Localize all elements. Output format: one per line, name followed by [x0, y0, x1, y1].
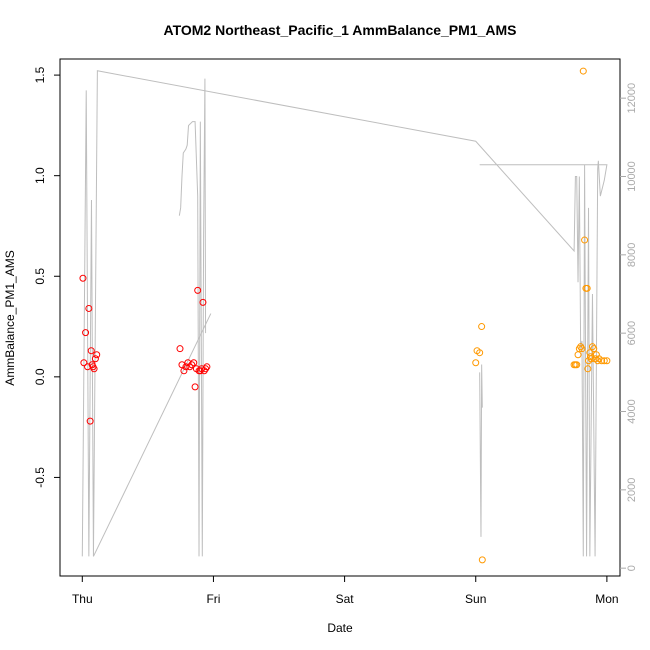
data-point-s1-10 — [577, 343, 585, 351]
data-point-s1-12 — [579, 67, 587, 75]
x-tick-label-4: Mon — [595, 592, 618, 606]
y2-tick-label-5: 10000 — [626, 161, 638, 192]
data-point-s0-12 — [176, 345, 184, 353]
data-point-s1-25 — [594, 357, 602, 365]
data-point-s0-11 — [93, 351, 101, 359]
y2-tick-label-4: 8000 — [626, 243, 638, 267]
data-point-s0-22 — [194, 286, 202, 294]
data-point-s0-28 — [202, 365, 210, 373]
x-axis-title: Date — [327, 621, 353, 635]
y-tick-label-0: -0.5 — [33, 467, 47, 488]
data-point-s0-19 — [190, 359, 198, 367]
data-point-s1-7 — [573, 361, 581, 369]
data-point-s0-6 — [87, 347, 95, 355]
data-point-s0-13 — [178, 361, 186, 369]
data-point-s0-4 — [85, 304, 93, 312]
data-point-s1-13 — [581, 236, 589, 244]
data-point-s1-9 — [575, 345, 583, 353]
y-axis-title: AmmBalance_PM1_AMS — [3, 250, 17, 385]
data-point-s0-17 — [186, 363, 194, 371]
data-point-s0-29 — [203, 363, 211, 371]
y2-tick-label-0: 0 — [626, 565, 638, 571]
data-point-s1-11 — [578, 345, 586, 353]
y-tick-label-2: 0.5 — [33, 268, 47, 285]
x-tick-label-3: Sun — [465, 592, 486, 606]
data-point-s0-10 — [91, 355, 99, 363]
data-point-s1-2 — [476, 349, 484, 357]
data-point-s0-20 — [191, 383, 199, 391]
data-point-s1-29 — [603, 357, 611, 365]
data-point-s0-15 — [182, 363, 190, 371]
data-point-s1-3 — [478, 323, 486, 331]
data-point-s1-22 — [590, 345, 598, 353]
y-axis: -0.5 0.0 0.5 1.0 1.5 — [33, 66, 60, 488]
x-axis: Thu Fri Sat Sun Mon — [72, 575, 619, 606]
x-tick-label-1: Fri — [206, 592, 220, 606]
scatter-points — [79, 67, 611, 564]
data-point-s1-21 — [588, 343, 596, 351]
y2-tick-label-1: 2000 — [626, 478, 638, 502]
data-point-s1-16 — [584, 365, 592, 373]
data-point-s1-27 — [598, 357, 606, 365]
x-tick-label-2: Sat — [336, 592, 355, 606]
right-axis: 0 2000 4000 6000 8000 10000 12000 — [620, 83, 638, 571]
data-point-s0-1 — [80, 359, 88, 367]
data-point-s1-4 — [478, 556, 486, 564]
data-point-s0-9 — [90, 365, 98, 373]
data-point-s0-26 — [199, 298, 207, 306]
series-line-2 — [81, 70, 608, 557]
series-line-3 — [92, 313, 212, 557]
data-point-s0-14 — [180, 367, 188, 375]
data-point-s0-0 — [79, 274, 87, 282]
data-point-s1-28 — [600, 357, 608, 365]
series-line-5 — [479, 364, 483, 537]
chart-title: ATOM2 Northeast_Pacific_1 AmmBalance_PM1… — [164, 22, 517, 38]
data-point-s1-0 — [472, 359, 480, 367]
data-point-s0-2 — [82, 329, 90, 337]
y-tick-label-4: 1.5 — [33, 66, 47, 83]
x-tick-label-0: Thu — [72, 592, 93, 606]
data-point-s1-15 — [583, 284, 591, 292]
y2-tick-label-3: 6000 — [626, 321, 638, 345]
y2-tick-label-6: 12000 — [626, 83, 638, 114]
y-tick-label-1: 0.0 — [33, 368, 47, 385]
y-tick-label-3: 1.0 — [33, 167, 47, 184]
data-point-s1-20 — [587, 355, 595, 363]
right-axis-series — [81, 70, 608, 557]
data-point-s0-18 — [188, 361, 196, 369]
y2-tick-label-2: 4000 — [626, 399, 638, 423]
series-line-4 — [178, 78, 207, 557]
data-point-s0-5 — [86, 417, 94, 425]
